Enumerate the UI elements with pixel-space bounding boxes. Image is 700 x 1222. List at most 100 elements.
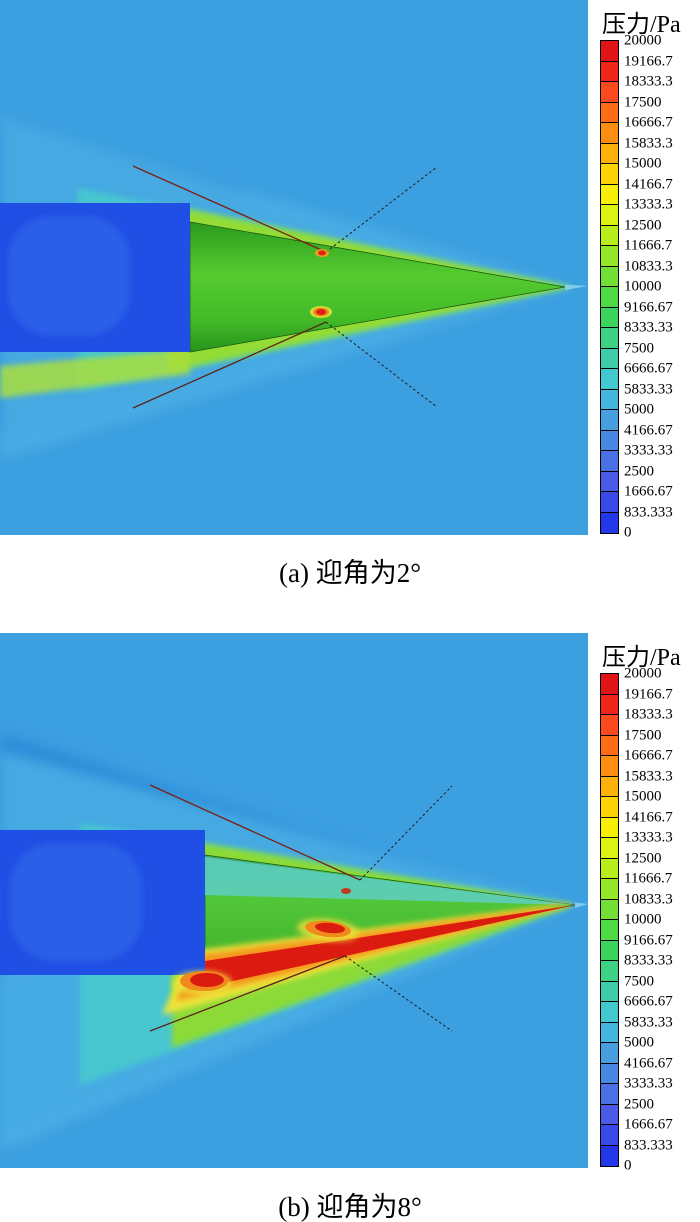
colorbar-tick-label: 7500 (624, 340, 654, 356)
legend-a: 压力/Pa 20000 19166.7 18333.3 17500 16666.7 158… (588, 0, 700, 540)
colorbar-tick-label: 10833.3 (624, 891, 673, 907)
colorbar-band (601, 1104, 618, 1125)
colorbar-tick-label: 7500 (624, 973, 654, 989)
colorbar-band (601, 102, 618, 123)
colorbar-band (601, 41, 618, 62)
colorbar-band (601, 674, 618, 695)
legend-b: 压力/Pa 20000 19166.7 18333.3 17500 16666.7 158… (588, 633, 700, 1173)
colorbar-tick-label: 0 (624, 1157, 632, 1174)
colorbar-ticks: 20000 19166.7 18333.3 17500 16666.7 15833.3 15… (624, 33, 700, 540)
colorbar-band (601, 961, 618, 982)
colorbar-tick-label: 12500 (624, 850, 662, 866)
colorbar-band (601, 225, 618, 246)
colorbar-band (601, 369, 618, 390)
colorbar (600, 673, 619, 1167)
colorbar-band (601, 61, 618, 82)
base-wake-region (0, 830, 205, 975)
colorbar-tick-label: 1666.67 (624, 483, 673, 500)
colorbar-band (601, 981, 618, 1002)
colorbar-tick-label: 19166.7 (624, 53, 673, 69)
colorbar-tick-label: 5833.33 (624, 381, 673, 397)
colorbar-band (601, 123, 618, 144)
base-wake-region (0, 203, 190, 352)
fin-hot-spots (297, 888, 359, 942)
colorbar-band (601, 1022, 618, 1043)
colorbar-band (601, 266, 618, 287)
colorbar-tick-label: 20000 (624, 32, 662, 49)
colorbar-band (601, 430, 618, 451)
colorbar-tick-label: 13333.3 (624, 829, 673, 846)
colorbar-band (601, 694, 618, 715)
colorbar-tick-label: 15833.3 (624, 768, 673, 784)
colorbar-band (601, 287, 618, 308)
colorbar-tick-label: 1666.67 (624, 1116, 673, 1133)
colorbar-tick-label: 3333.33 (624, 1075, 673, 1092)
panel-a: 压力/Pa 20000 19166.7 18333.3 17500 16666.7 158… (0, 0, 700, 540)
colorbar-tick-label: 14166.7 (624, 809, 673, 825)
colorbar-tick-label: 16666.7 (624, 114, 673, 131)
colorbar-tick-label: 833.333 (624, 1137, 673, 1153)
colorbar-band (601, 205, 618, 226)
colorbar-tick-label: 15000 (624, 788, 662, 805)
colorbar-band (601, 756, 618, 777)
colorbar-tick-label: 5000 (624, 1034, 654, 1051)
colorbar-band (601, 920, 618, 941)
colorbar-band (601, 471, 618, 492)
colorbar-band (601, 328, 618, 349)
legend-title: 压力/Pa (602, 645, 681, 671)
colorbar-ticks: 20000 19166.7 18333.3 17500 16666.7 15833.3 15… (624, 666, 700, 1173)
colorbar-tick-label: 0 (624, 524, 632, 541)
colorbar-tick-label: 6666.67 (624, 993, 673, 1010)
colorbar-tick-label: 5833.33 (624, 1014, 673, 1030)
colorbar-band (601, 143, 618, 164)
colorbar-band (601, 1002, 618, 1023)
colorbar (600, 40, 619, 534)
colorbar-band (601, 389, 618, 410)
colorbar-band (601, 715, 618, 736)
colorbar-tick-label: 18333.3 (624, 73, 673, 90)
colorbar-tick-label: 14166.7 (624, 176, 673, 192)
colorbar-band (601, 838, 618, 859)
colorbar-band (601, 410, 618, 431)
caption-b: (b) 迎角为8° (278, 1192, 422, 1222)
colorbar-band (601, 858, 618, 879)
colorbar-tick-label: 10000 (624, 911, 662, 928)
colorbar-band (601, 164, 618, 185)
pressure-contour-plot-a (0, 0, 588, 535)
colorbar-tick-label: 2500 (624, 1096, 654, 1112)
colorbar-tick-label: 6666.67 (624, 360, 673, 377)
colorbar-tick-label: 8333.33 (624, 319, 673, 336)
panel-b: 压力/Pa 20000 19166.7 18333.3 17500 16666.7 158… (0, 633, 700, 1173)
colorbar-band (601, 246, 618, 267)
colorbar-tick-label: 8333.33 (624, 952, 673, 969)
colorbar-tick-label: 9166.67 (624, 932, 673, 948)
colorbar-band (601, 899, 618, 920)
colorbar-tick-label: 19166.7 (624, 686, 673, 702)
colorbar-tick-label: 833.333 (624, 504, 673, 520)
colorbar-tick-label: 5000 (624, 401, 654, 418)
colorbar-tick-label: 15000 (624, 155, 662, 172)
colorbar-band (601, 512, 618, 533)
colorbar-band (601, 735, 618, 756)
colorbar-tick-label: 17500 (624, 727, 662, 743)
colorbar-tick-label: 17500 (624, 94, 662, 110)
colorbar-tick-label: 3333.33 (624, 442, 673, 459)
colorbar-band (601, 184, 618, 205)
fin-trace-lines (132, 165, 438, 409)
colorbar-tick-label: 9166.67 (624, 299, 673, 315)
colorbar-band (601, 82, 618, 103)
colorbar-tick-label: 4166.67 (624, 1055, 673, 1071)
colorbar-tick-label: 11666.7 (624, 870, 673, 887)
colorbar-band (601, 879, 618, 900)
pressure-contour-plot-b (0, 633, 588, 1168)
colorbar-band (601, 776, 618, 797)
colorbar-band (601, 797, 618, 818)
colorbar-band (601, 1084, 618, 1105)
colorbar-band (601, 940, 618, 961)
colorbar-tick-label: 11666.7 (624, 237, 673, 254)
colorbar-tick-label: 10833.3 (624, 258, 673, 274)
colorbar-tick-label: 15833.3 (624, 135, 673, 151)
colorbar-band (601, 1063, 618, 1084)
colorbar-band (601, 1125, 618, 1146)
